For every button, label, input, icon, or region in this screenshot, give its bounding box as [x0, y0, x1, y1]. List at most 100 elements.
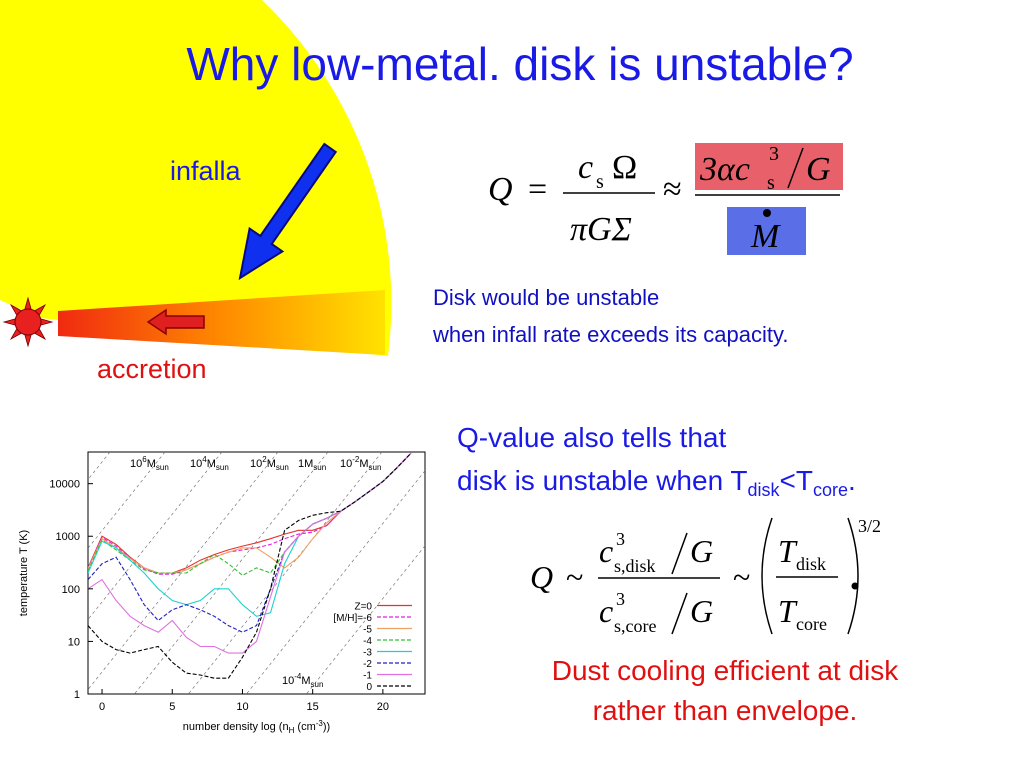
- math: ~: [566, 559, 583, 595]
- legend-label: 0: [366, 682, 372, 693]
- guide-line: [306, 545, 425, 694]
- text-run: 10: [282, 675, 294, 687]
- math: 3: [616, 589, 625, 609]
- equation-1: Q = c s Ω πGΣ ≈ 3αc s 3 G M: [488, 143, 840, 255]
- math: 3/2: [858, 516, 881, 536]
- text-run: 10: [340, 458, 352, 470]
- equation-2: Q ~ c 3 s,disk G c 3 s,core G ~ T disk T…: [530, 516, 881, 636]
- guide-line: [88, 452, 279, 691]
- legend-label: Z=0: [354, 602, 372, 613]
- dot-accent: [763, 209, 771, 217]
- slide-title: Why low-metal. disk is unstable?: [186, 38, 853, 90]
- subscript: sun: [311, 680, 324, 689]
- math: G: [690, 533, 713, 569]
- math: Ω: [612, 149, 637, 186]
- math: πGΣ: [570, 211, 632, 248]
- accretion-arrow: [146, 308, 205, 336]
- math: ≈: [663, 171, 682, 208]
- slash: [671, 592, 688, 635]
- text-run: 1: [298, 458, 304, 470]
- y-tick-label: 100: [62, 584, 80, 596]
- guide-line: [246, 470, 425, 694]
- legend-label: [M/H]=-6: [333, 613, 372, 624]
- subscript: sun: [313, 463, 326, 472]
- y-axis-label: temperature T (K): [18, 530, 30, 616]
- slash: [671, 532, 688, 575]
- math: s,core: [614, 616, 656, 636]
- note: Disk would be unstable: [433, 285, 659, 310]
- subscript: sun: [276, 463, 289, 472]
- math: G: [690, 593, 713, 629]
- x-tick-label: 15: [307, 701, 319, 713]
- math: s,disk: [614, 556, 656, 576]
- x-tick-label: 20: [377, 701, 389, 713]
- mass-label: 10-4Msun: [282, 672, 323, 689]
- text-run: M: [147, 458, 156, 470]
- math: c: [599, 533, 613, 569]
- text-run: M: [207, 458, 216, 470]
- mass-label: 10-2Msun: [340, 455, 381, 472]
- superscript: -2: [352, 455, 360, 464]
- x-tick-label: 5: [169, 701, 175, 713]
- math: c: [578, 149, 593, 186]
- mass-label: 102Msun: [250, 455, 289, 472]
- superscript: 6: [142, 455, 147, 464]
- legend-label: -1: [363, 671, 372, 682]
- superscript: -3: [316, 719, 324, 728]
- math: 3: [769, 143, 779, 165]
- superscript: 4: [202, 455, 207, 464]
- math: s: [596, 171, 604, 193]
- text-run: M: [301, 675, 310, 687]
- subscript: core: [813, 480, 848, 500]
- paren: [761, 517, 773, 635]
- text-run: 10: [190, 458, 202, 470]
- x-tick-label: 0: [99, 701, 105, 713]
- y-tick-label: 10: [68, 636, 80, 648]
- text-run: .: [848, 465, 856, 496]
- text-run: number density log (n: [183, 721, 289, 733]
- math: T: [778, 593, 798, 629]
- text-run: M: [267, 458, 276, 470]
- infall-arrow: [238, 142, 338, 281]
- math: c: [599, 593, 613, 629]
- text-run: 10: [130, 458, 142, 470]
- x-tick-label: 10: [236, 701, 248, 713]
- legend-label: -2: [363, 659, 372, 670]
- math: Q: [488, 171, 513, 208]
- superscript: -4: [294, 672, 302, 681]
- subscript: sun: [216, 463, 229, 472]
- legend-label: -5: [363, 625, 372, 636]
- math: 3: [616, 529, 625, 549]
- math: Q: [530, 559, 553, 595]
- subscript: sun: [156, 463, 169, 472]
- guide-line: [134, 452, 329, 694]
- note: rather than envelope.: [593, 695, 858, 726]
- dot-accent: [851, 582, 859, 590]
- guide-line: [188, 452, 383, 694]
- highlight-box: [695, 143, 843, 190]
- math: ~: [733, 559, 750, 595]
- note: disk is unstable when Tdisk<Tcore.: [457, 465, 856, 500]
- text-run: disk is unstable when T: [457, 465, 748, 496]
- paren: [847, 517, 859, 635]
- series-line: [88, 452, 412, 679]
- accretion-label: accretion: [97, 354, 207, 384]
- math: G: [806, 151, 831, 188]
- accretion-disk: [58, 290, 385, 355]
- protostar: [2, 296, 54, 348]
- mass-label: 106Msun: [130, 455, 169, 472]
- legend-label: -3: [363, 648, 372, 659]
- y-tick-label: 1: [74, 689, 80, 701]
- superscript: 2: [262, 455, 267, 464]
- slash: [787, 147, 804, 189]
- legend-label: -4: [363, 636, 372, 647]
- x-axis-label: number density log (nH (cm-3)): [183, 719, 330, 735]
- text-run: M: [359, 458, 368, 470]
- sun-core: [14, 308, 42, 336]
- y-tick-label: 10000: [49, 479, 80, 491]
- subscript: H: [289, 726, 295, 735]
- subscript: sun: [369, 463, 382, 472]
- text-run: )): [323, 721, 330, 733]
